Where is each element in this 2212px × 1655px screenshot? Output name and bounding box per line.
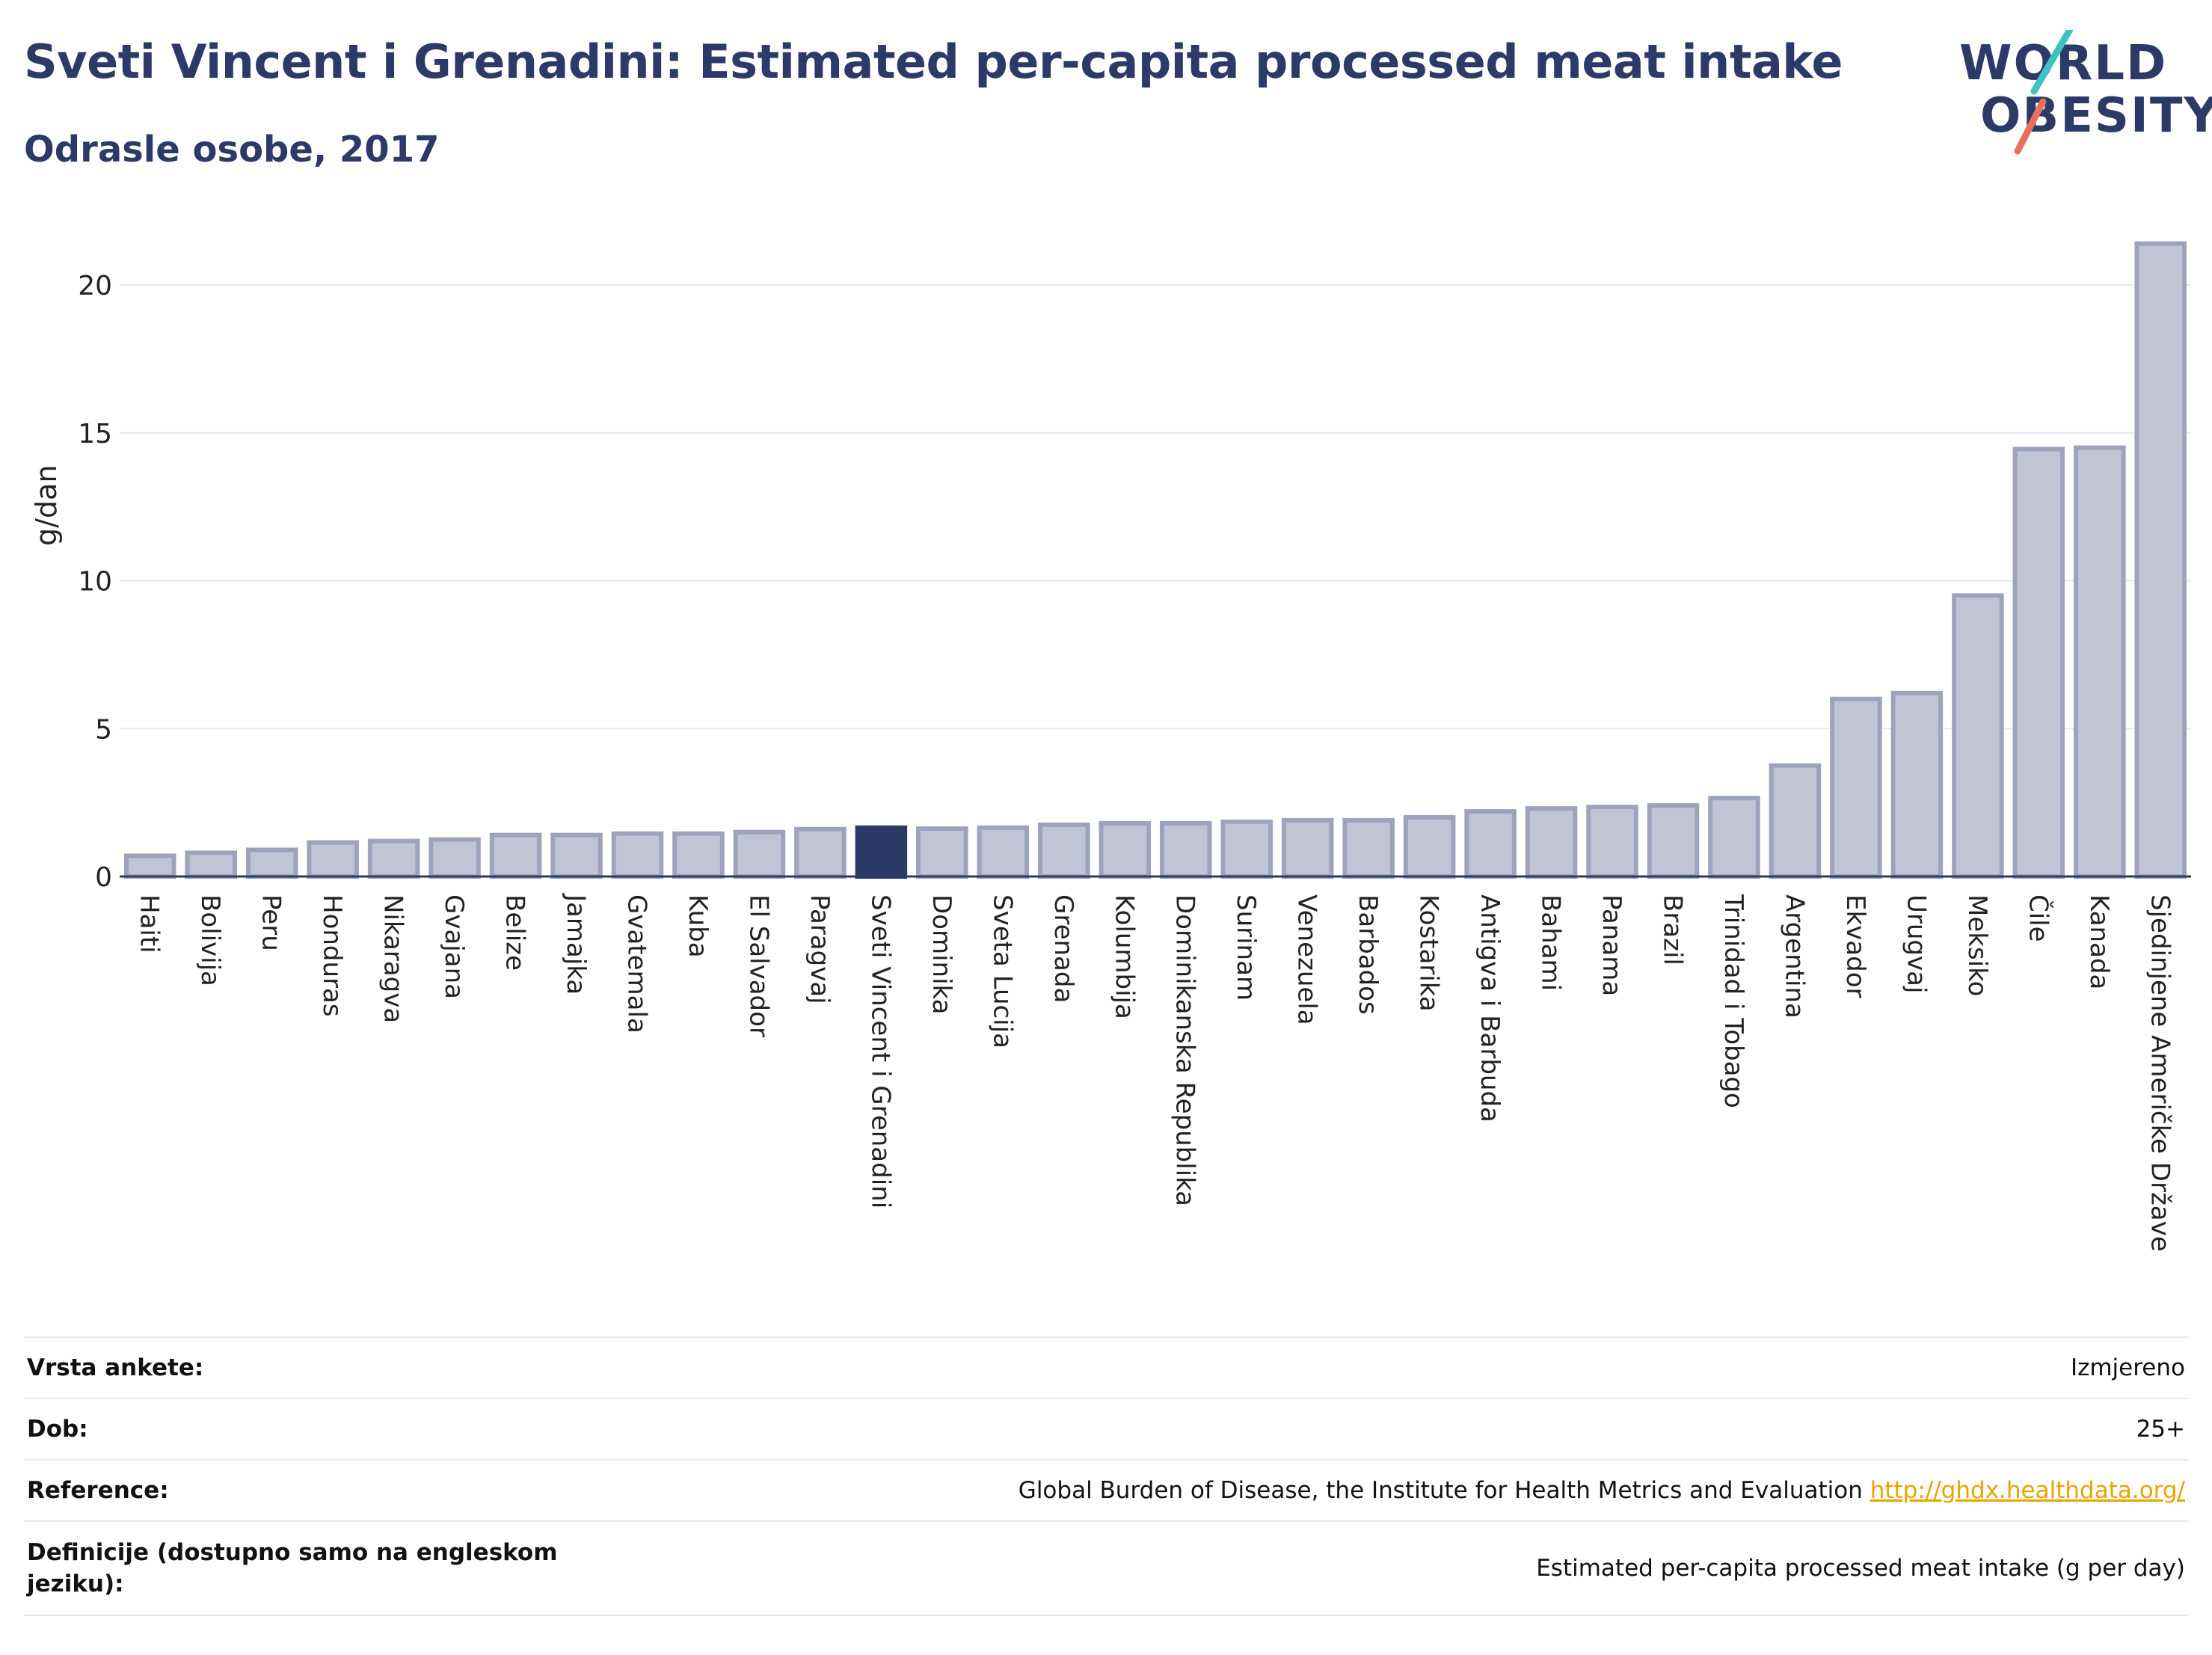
- bar-21[interactable]: [1403, 814, 1456, 879]
- bar-5[interactable]: [428, 837, 481, 879]
- x-tick-label: Dominika: [927, 894, 956, 1014]
- y-tick-label: 10: [78, 567, 112, 598]
- bar-27[interactable]: [1769, 763, 1822, 879]
- bar-28[interactable]: [1830, 696, 1882, 879]
- x-tick-label: Gvajana: [439, 894, 469, 999]
- x-tick-label: Brazil: [1658, 894, 1688, 965]
- x-tick-label: Nikaragva: [378, 894, 408, 1023]
- reference-link[interactable]: http://ghdx.healthdata.org/: [1870, 1477, 2185, 1504]
- x-tick-label: Meksiko: [1962, 894, 1992, 996]
- bar-18[interactable]: [1220, 819, 1273, 879]
- x-tick-label: Grenada: [1048, 894, 1078, 1003]
- x-tick-label: Urugvaj: [1901, 894, 1931, 993]
- x-tick-label: Panama: [1597, 894, 1626, 996]
- logo-line2: OBESITY: [1980, 88, 2212, 144]
- bar-chart: 0 5 10 15 20 Haiti Bolivija Peru Honduras Nikarag…: [78, 241, 2191, 1252]
- y-tick-label: 20: [78, 271, 112, 301]
- bar-32[interactable]: [2074, 445, 2126, 879]
- bar-11[interactable]: [794, 826, 847, 879]
- y-tick-label: 15: [78, 419, 112, 449]
- info-row-reference: Reference: Global Burden of Disease, the…: [24, 1459, 2188, 1521]
- survey-label: Vrsta ankete:: [24, 1336, 568, 1398]
- x-tick-label: Belize: [500, 894, 530, 971]
- x-tick-label: Čile: [2023, 894, 2053, 942]
- reference-value: Global Burden of Disease, the Institute …: [568, 1459, 2188, 1521]
- bar-26[interactable]: [1708, 796, 1760, 879]
- x-tick-label: El Salvador: [743, 894, 773, 1037]
- survey-value: Izmjereno: [568, 1336, 2188, 1398]
- bar-30[interactable]: [1952, 593, 2004, 879]
- bar-12[interactable]: [855, 825, 908, 879]
- x-tick-label: Antigva i Barbuda: [1475, 894, 1505, 1123]
- bar-16[interactable]: [1099, 820, 1152, 879]
- x-tick-label: Kolumbija: [1109, 894, 1139, 1019]
- x-tick-label: Surinam: [1231, 894, 1261, 1001]
- x-tick-label: Sveta Lucija: [987, 894, 1017, 1048]
- x-tick-label: Honduras: [317, 894, 347, 1017]
- bar-17[interactable]: [1159, 820, 1212, 879]
- bar-8[interactable]: [611, 831, 664, 879]
- chart-title: Sveti Vincent i Grenadini: Estimated per…: [24, 34, 1843, 89]
- bar-15[interactable]: [1038, 822, 1090, 879]
- x-tick-label: Jamajka: [561, 893, 591, 995]
- y-tick-label: 0: [95, 862, 112, 893]
- world-obesity-logo[interactable]: WORLD OBESITY: [1959, 30, 2212, 157]
- x-tick-label: Venezuela: [1292, 894, 1322, 1025]
- bar-20[interactable]: [1342, 817, 1395, 879]
- bar-31[interactable]: [2012, 446, 2065, 879]
- info-row-age: Dob: 25+: [24, 1398, 2188, 1460]
- x-tick-label: Ekvador: [1840, 894, 1870, 998]
- x-tick-label: Sjedinjene Američke Države: [2145, 894, 2175, 1252]
- reference-text: Global Burden of Disease, the Institute …: [1018, 1477, 1863, 1504]
- bar-2[interactable]: [245, 847, 298, 879]
- bar-19[interactable]: [1281, 817, 1334, 879]
- x-tick-label: Bolivija: [195, 894, 225, 986]
- bar-25[interactable]: [1647, 803, 1700, 879]
- x-tick-label: Dominikanska Republika: [1170, 894, 1200, 1206]
- age-value: 25+: [568, 1398, 2188, 1460]
- bar-10[interactable]: [733, 829, 786, 879]
- bar-1[interactable]: [185, 850, 237, 879]
- bar-33[interactable]: [2134, 241, 2187, 879]
- logo-stripe-icon: [2014, 30, 2074, 155]
- bar-24[interactable]: [1586, 805, 1638, 879]
- age-label: Dob:: [24, 1398, 568, 1460]
- y-tick-label: 5: [95, 714, 112, 745]
- x-tick-label: Sveti Vincent i Grenadini: [865, 894, 895, 1209]
- bar-13[interactable]: [916, 826, 968, 879]
- bar-6[interactable]: [489, 832, 542, 879]
- bar-9[interactable]: [672, 831, 725, 879]
- bar-4[interactable]: [367, 838, 420, 879]
- bar-3[interactable]: [307, 840, 359, 879]
- info-row-survey: Vrsta ankete: Izmjereno: [24, 1336, 2188, 1398]
- x-tick-label: Kostarika: [1414, 894, 1444, 1012]
- reference-label: Reference:: [24, 1459, 568, 1521]
- bar-7[interactable]: [550, 832, 603, 879]
- x-tick-label: Haiti: [135, 894, 165, 954]
- x-tick-label: Trinidad i Tobago: [1718, 894, 1748, 1108]
- bar-22[interactable]: [1464, 809, 1517, 879]
- bar-23[interactable]: [1525, 806, 1578, 879]
- x-tick-label: Kanada: [2084, 894, 2114, 989]
- info-table: Vrsta ankete: Izmjereno Dob: 25+ Referen…: [24, 1336, 2188, 1616]
- definition-value: Estimated per-capita processed meat inta…: [568, 1520, 2188, 1616]
- x-tick-label: Barbados: [1353, 894, 1383, 1015]
- x-tick-label: Bahami: [1536, 894, 1566, 991]
- definition-label: Definicije (dostupno samo na engleskom j…: [24, 1520, 568, 1616]
- x-tick-label: Peru: [256, 894, 286, 951]
- chart-subtitle: Odrasle osobe, 2017: [24, 129, 440, 171]
- bar-29[interactable]: [1890, 690, 1944, 879]
- bar-0[interactable]: [123, 853, 176, 879]
- x-tick-label: Argentina: [1779, 894, 1809, 1019]
- x-tick-label: Kuba: [683, 894, 713, 958]
- x-tick-label: Paragvaj: [805, 894, 835, 1004]
- info-row-definition: Definicije (dostupno samo na engleskom j…: [24, 1520, 2188, 1616]
- x-tick-label: Gvatemala: [622, 894, 652, 1034]
- bar-14[interactable]: [977, 825, 1030, 879]
